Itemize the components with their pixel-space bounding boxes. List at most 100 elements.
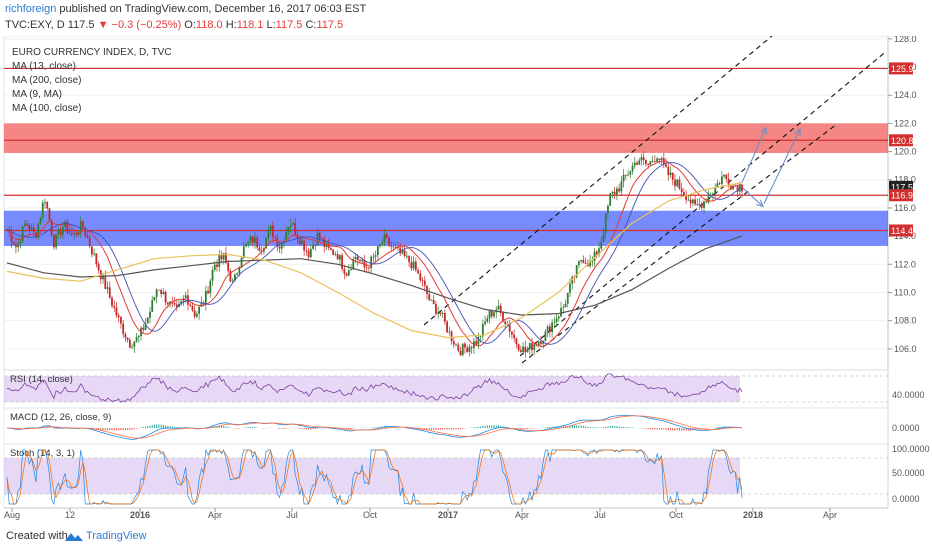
candle-body <box>580 259 583 262</box>
candle-body <box>17 242 20 248</box>
legend-ma-13[interactable]: MA (13, close) <box>12 61 76 72</box>
created-with-text: Created with <box>6 530 68 542</box>
high-value: 118.1 <box>236 19 264 31</box>
candle-body <box>352 258 355 270</box>
candle-body <box>46 201 49 209</box>
price-axis[interactable]: 106.0108.0110.0112.0114.0116.0118.0120.0… <box>888 36 917 354</box>
candle-body <box>229 270 232 282</box>
candle-body <box>691 199 694 204</box>
stoch-d-line <box>6 449 743 505</box>
candle-body <box>122 323 125 335</box>
ma-100-line <box>6 182 743 339</box>
candle-body <box>124 334 127 338</box>
candle-body <box>658 158 661 160</box>
level-price-label: 125.9 <box>891 64 914 74</box>
legend: EURO CURRENCY INDEX, D, TVC MA (13, clos… <box>12 47 172 114</box>
candle-body <box>191 305 194 311</box>
open-label: O: <box>184 19 196 31</box>
candle-body <box>88 237 91 247</box>
candle-body <box>21 226 24 242</box>
candle-body <box>687 199 690 201</box>
candle-body <box>231 280 234 282</box>
level-price-tag <box>889 134 913 147</box>
candle-body <box>566 292 569 304</box>
time-axis[interactable]: Aug 12 2016 Apr Jul Oct 2017 Apr Jul Oct 2018 Apr <box>4 507 888 520</box>
candle-body <box>508 324 511 332</box>
candle-body <box>468 346 471 352</box>
candle-body <box>414 261 417 271</box>
legend-ma-200[interactable]: MA (200, close) <box>12 75 81 86</box>
candle-body <box>642 157 645 160</box>
legend-ma-9[interactable]: MA (9, MA) <box>12 89 62 100</box>
legend-ma-100[interactable]: MA (100, close) <box>12 103 81 114</box>
candle-body <box>218 255 221 267</box>
macd-line <box>6 414 743 440</box>
level-price-label: 116.9 <box>891 191 913 201</box>
candle-body <box>593 251 596 261</box>
candle-body <box>245 243 247 247</box>
arrow-up-1 <box>741 127 767 183</box>
candle-body <box>497 305 500 310</box>
candle-body <box>271 225 274 237</box>
candle-body <box>531 343 533 351</box>
candle-body <box>694 199 696 205</box>
candle-body <box>477 337 480 345</box>
stoch-tick: 100.0000 <box>892 444 930 454</box>
candle-body <box>204 290 207 305</box>
moving-averages <box>6 160 743 347</box>
candle-body <box>345 273 348 276</box>
tradingview-logo-icon[interactable] <box>64 529 84 543</box>
tradingview-brand[interactable]: TradingView <box>86 530 147 542</box>
last-price: 117.5 <box>67 19 95 31</box>
author-link[interactable]: richforeign <box>5 3 57 15</box>
channel-middle-line <box>519 51 887 357</box>
candle-body <box>79 221 82 234</box>
candle-body <box>216 264 218 267</box>
candle-body <box>575 265 578 278</box>
low-value: 117.5 <box>275 19 303 31</box>
candle-body <box>613 191 616 195</box>
candle-body <box>602 233 605 243</box>
candle-body <box>354 256 357 259</box>
candle-body <box>97 264 100 271</box>
x-tick-label: Jul <box>594 510 606 520</box>
candle-body <box>287 227 290 233</box>
candle-body <box>667 166 670 176</box>
candle-body <box>470 346 473 348</box>
candle-body <box>303 240 306 251</box>
candle-body <box>385 234 388 238</box>
candle-body <box>653 161 656 162</box>
arrow-up-1-head <box>760 126 767 135</box>
candle-body <box>332 249 335 255</box>
candle-body <box>537 341 540 346</box>
candle-body <box>397 247 399 249</box>
candle-body <box>408 255 411 263</box>
candle-body <box>338 255 341 260</box>
y-tick-label: 108.0 <box>894 316 917 326</box>
candle-body <box>374 255 377 257</box>
chart-canvas[interactable]: RSI (14, close) 40.0000 MACD (12, 26, clos… <box>0 36 932 522</box>
candle-body <box>146 317 149 324</box>
candle-body <box>227 262 230 271</box>
candle-body <box>48 208 51 221</box>
ticker-label[interactable]: TVC:EXY, D <box>5 19 65 31</box>
rsi-line <box>6 373 743 403</box>
candle-body <box>294 223 297 235</box>
candle-body <box>526 349 529 353</box>
candle-body <box>689 199 692 204</box>
candle-body <box>173 303 176 305</box>
candle-body <box>423 280 426 286</box>
candle-body <box>564 303 567 308</box>
candle-body <box>15 244 17 248</box>
candle-body <box>258 247 261 251</box>
x-tick-label: Oct <box>363 510 378 520</box>
candle-body <box>488 310 491 319</box>
candle-body <box>70 232 73 235</box>
macd-signal-line <box>7 415 742 439</box>
candle-body <box>376 246 379 256</box>
candle-body <box>636 162 638 165</box>
candle-body <box>437 312 440 314</box>
candle-body <box>276 237 279 247</box>
candle-body <box>73 232 75 235</box>
stoch-tick: 0.0000 <box>892 494 920 504</box>
